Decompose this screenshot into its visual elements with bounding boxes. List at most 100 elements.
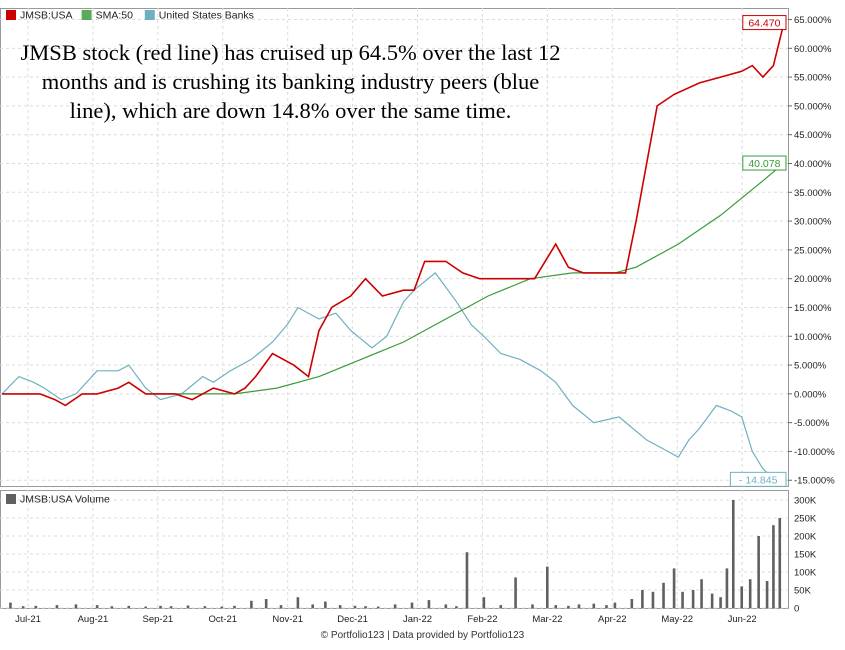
volume-bar — [220, 606, 224, 608]
y-tick-label: -5.000% — [794, 418, 830, 429]
x-tick-label: Aug-21 — [78, 614, 109, 625]
volume-bar — [725, 568, 729, 608]
volume-bar — [144, 606, 148, 608]
vol-y-tick-label: 100K — [794, 568, 817, 579]
volume-bar — [376, 606, 380, 608]
volume-bar — [296, 597, 300, 608]
volume-bar — [311, 604, 314, 608]
legend-swatch — [144, 10, 155, 20]
x-tick-label: May-22 — [661, 614, 693, 625]
volume-bar — [531, 604, 534, 608]
volume-bar — [455, 606, 458, 608]
y-tick-label: 15.000% — [794, 303, 832, 314]
legend-label: United States Banks — [159, 10, 254, 22]
volume-bar — [482, 597, 486, 608]
vol-y-tick-label: 200K — [794, 532, 817, 543]
y-tick-label: 60.000% — [794, 44, 832, 55]
volume-bar — [731, 500, 735, 608]
end-label-box-jmsb — [742, 15, 787, 31]
x-tick-label: Dec-21 — [337, 614, 368, 625]
volume-bar — [9, 602, 12, 608]
y-tick-label: 30.000% — [794, 217, 832, 228]
vol-y-tick-label: 0 — [794, 604, 799, 615]
x-tick-label: Sep-21 — [143, 614, 174, 625]
y-tick-label: -10.000% — [794, 447, 835, 458]
volume-bar — [691, 590, 695, 608]
volume-bar — [613, 602, 617, 608]
series-line-banks — [1, 272, 785, 481]
volume-bar — [740, 586, 744, 608]
volume-bar — [427, 600, 431, 608]
vol-y-tick-label: 150K — [794, 550, 817, 561]
volume-bar — [778, 518, 782, 608]
volume-bar — [757, 536, 760, 608]
price-panel-border — [0, 8, 789, 487]
volume-bar — [577, 604, 581, 608]
volume-bar — [765, 581, 769, 608]
x-tick-label: Apr-22 — [598, 614, 627, 625]
legend-swatch — [6, 10, 16, 20]
volume-bar — [159, 605, 162, 608]
volume-bar — [630, 599, 634, 608]
y-tick-label: 65.000% — [794, 15, 832, 26]
volume-bar — [169, 606, 173, 608]
legend-swatch — [81, 10, 92, 20]
end-label-box-sma — [742, 155, 787, 171]
vol-y-tick-label: 250K — [794, 514, 817, 525]
y-tick-label: 40.000% — [794, 159, 832, 170]
volume-bar — [567, 605, 570, 608]
volume-bar — [641, 590, 644, 608]
y-tick-label: -15.000% — [794, 476, 835, 487]
volume-bar — [393, 604, 397, 608]
x-tick-label: Nov-21 — [272, 614, 303, 625]
volume-bar — [186, 605, 190, 608]
volume-bar — [233, 605, 236, 608]
volume-bar — [353, 605, 357, 608]
series-line-jmsb — [2, 22, 785, 407]
volume-bar — [364, 606, 367, 608]
volume-bar — [410, 602, 414, 608]
x-tick-label: Oct-21 — [209, 614, 238, 625]
end-label-sma: 40.078 — [748, 158, 780, 170]
x-tick-label: Jun-22 — [728, 614, 757, 625]
volume-bar — [662, 582, 665, 608]
vol-y-tick-label: 300K — [794, 496, 817, 507]
volume-bar — [710, 593, 714, 608]
y-tick-label: 5.000% — [794, 361, 827, 372]
volume-bar — [700, 579, 703, 608]
volume-panel-border — [0, 490, 789, 609]
volume-bar — [74, 604, 78, 608]
volume-bar — [672, 568, 676, 608]
y-tick-label: 25.000% — [794, 245, 832, 256]
chart-annotation: JMSB stock (red line) has cruised up 64.… — [20, 40, 561, 123]
x-tick-label: Mar-22 — [532, 614, 562, 625]
y-tick-label: 20.000% — [794, 274, 832, 285]
volume-bar — [203, 606, 207, 608]
end-label-box-banks — [729, 471, 787, 487]
volume-bar — [110, 606, 114, 608]
volume-bar — [499, 605, 503, 608]
volume-bar — [279, 605, 283, 608]
volume-bar — [545, 566, 549, 608]
volume-bar — [592, 603, 596, 608]
y-tick-label: 10.000% — [794, 332, 832, 343]
volume-bar — [95, 605, 99, 608]
y-tick-label: 50.000% — [794, 101, 832, 112]
volume-bar — [324, 601, 327, 608]
volume-bar — [514, 577, 517, 608]
volume-bar — [55, 605, 59, 608]
volume-bar — [651, 591, 655, 608]
volume-bar — [719, 597, 722, 608]
volume-bar — [748, 579, 752, 608]
volume-bar — [465, 552, 469, 608]
volume-bar — [21, 606, 25, 608]
legend-label: JMSB:USA Volume — [20, 494, 110, 506]
legend-swatch — [6, 494, 16, 504]
y-tick-label: 0.000% — [794, 389, 827, 400]
x-tick-label: Feb-22 — [467, 614, 497, 625]
volume-bar — [338, 605, 342, 608]
y-tick-label: 45.000% — [794, 130, 832, 141]
series-line-sma — [149, 162, 785, 395]
y-tick-label: 35.000% — [794, 188, 832, 199]
